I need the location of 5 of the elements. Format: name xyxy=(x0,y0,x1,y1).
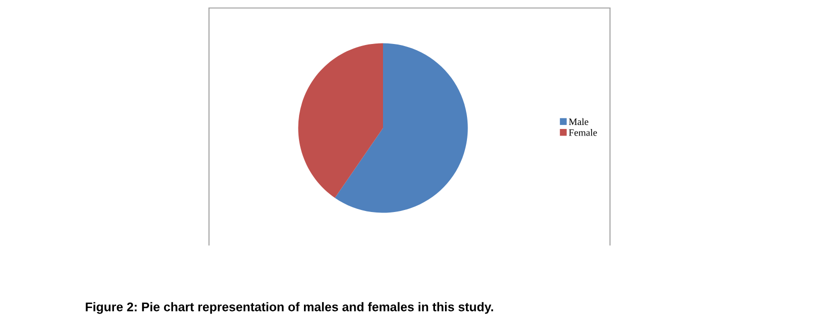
legend-label: Male xyxy=(568,118,588,126)
pie-slice xyxy=(298,43,383,198)
pie-slice xyxy=(334,43,468,213)
caption: Figure 2: Pie chart representation of males and females in this study. xyxy=(86,302,494,314)
legend-label: Female xyxy=(568,129,597,136)
